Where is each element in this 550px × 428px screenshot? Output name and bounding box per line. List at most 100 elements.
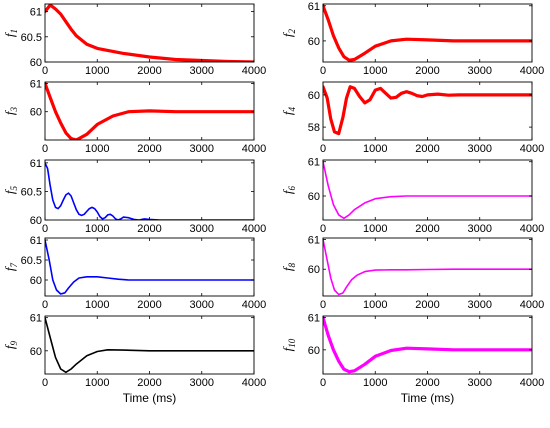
subplot-f5: 0 1000 2000 3000 4000 60 60.5 61 f5	[2, 158, 266, 235]
x-tick-label: 3000	[468, 377, 492, 389]
subplot-f3: 0 1000 2000 3000 4000 60 61 f3	[2, 78, 266, 155]
x-tick-label: 1000	[85, 377, 109, 389]
x-tick-label: 0	[42, 377, 48, 389]
x-tick-label: 3000	[190, 65, 214, 77]
x-tick-label: 2000	[137, 65, 161, 77]
x-tick-label: 1000	[85, 143, 109, 155]
y-tick-label: 61	[30, 235, 42, 247]
y-tick-label: 61	[30, 158, 42, 170]
series-line-f3	[45, 82, 254, 140]
x-tick-label: 4000	[242, 299, 266, 311]
x-tick-label: 1000	[363, 377, 387, 389]
x-tick-label: 0	[320, 377, 326, 389]
y-tick-label: 60	[308, 191, 320, 203]
axes-frame	[322, 3, 533, 63]
y-tick-label: 61	[30, 78, 42, 90]
x-tick-label: 3000	[468, 299, 492, 311]
series-line-f7	[45, 239, 254, 295]
x-tick-label: 3000	[190, 223, 214, 235]
x-tick-label: 0	[42, 143, 48, 155]
y-axis-label: f9	[2, 340, 19, 349]
y-tick-label: 58	[308, 122, 320, 134]
x-tick-label: 2000	[137, 299, 161, 311]
y-tick-label: 60	[30, 107, 42, 119]
x-tick-label: 4000	[520, 299, 544, 311]
x-tick-label: 1000	[85, 299, 109, 311]
x-tick-label: 3000	[190, 377, 214, 389]
y-tick-label: 61	[308, 157, 320, 169]
y-tick-label: 60	[308, 36, 320, 48]
x-tick-label: 0	[320, 65, 326, 77]
x-tick-label: 2000	[137, 377, 161, 389]
y-tick-label: 60	[308, 264, 320, 276]
x-tick-label: 4000	[242, 223, 266, 235]
x-tick-label: 2000	[137, 143, 161, 155]
y-axis-label: f5	[2, 185, 19, 194]
series-line-f5	[45, 162, 254, 220]
y-tick-label: 61	[308, 313, 320, 325]
x-tick-label: 4000	[520, 223, 544, 235]
x-tick-label: 3000	[190, 143, 214, 155]
axes-frame	[44, 3, 255, 63]
axes-frame	[44, 237, 255, 297]
x-tick-label: 0	[320, 299, 326, 311]
series-line-f10	[323, 316, 532, 374]
y-tick-label: 60.5	[21, 32, 42, 44]
y-tick-label: 61	[308, 234, 320, 246]
y-tick-label: 61	[308, 1, 320, 13]
subplot-f2: 0 1000 2000 3000 4000 60 61 f2	[280, 1, 544, 77]
x-tick-label: 3000	[190, 299, 214, 311]
x-axis-label: Time (ms)	[401, 391, 455, 405]
y-tick-label: 60	[308, 345, 320, 357]
y-axis-label: f3	[2, 106, 19, 115]
series-line-f4	[323, 85, 532, 136]
x-tick-label: 0	[42, 65, 48, 77]
y-axis-label: f2	[280, 28, 297, 37]
axes-frame	[44, 315, 255, 375]
y-tick-label: 60	[308, 90, 320, 102]
y-axis-label: f4	[280, 106, 297, 115]
x-tick-label: 4000	[242, 377, 266, 389]
y-axis-label: f10	[280, 338, 297, 351]
y-tick-label: 60.5	[21, 186, 42, 198]
axes-frame	[322, 237, 533, 297]
series-line-f6	[323, 160, 532, 220]
x-axis-label: Time (ms)	[123, 391, 177, 405]
y-tick-label: 60.5	[21, 255, 42, 267]
subplot-f9: 0 1000 2000 3000 4000 60 61 f9 Time (ms)	[2, 313, 266, 405]
x-tick-label: 1000	[363, 223, 387, 235]
x-tick-label: 3000	[468, 143, 492, 155]
x-tick-label: 0	[320, 143, 326, 155]
subplot-f7: 0 1000 2000 3000 4000 60 60.5 61 f7	[2, 235, 266, 311]
y-axis-label: f7	[2, 262, 19, 271]
y-tick-label: 60	[30, 215, 42, 227]
x-tick-label: 0	[320, 223, 326, 235]
series-line-f9	[45, 316, 254, 374]
y-axis-label: f6	[280, 185, 297, 194]
y-axis-label: f8	[280, 262, 297, 271]
y-axis-label: f1	[2, 29, 19, 37]
x-tick-label: 0	[42, 299, 48, 311]
x-tick-label: 4000	[242, 65, 266, 77]
series-line-f8	[323, 238, 532, 296]
x-tick-label: 0	[42, 223, 48, 235]
y-tick-label: 60	[30, 346, 42, 358]
series-line-f2	[323, 4, 532, 62]
x-tick-label: 2000	[415, 223, 439, 235]
y-tick-label: 61	[30, 313, 42, 325]
subplot-f8: 0 1000 2000 3000 4000 60 61 f8	[280, 234, 544, 311]
subplot-f4: 0 1000 2000 3000 4000 58 60 f4	[280, 81, 544, 155]
x-tick-label: 2000	[415, 299, 439, 311]
x-tick-label: 1000	[363, 65, 387, 77]
y-tick-label: 60	[30, 275, 42, 287]
y-tick-label: 61	[30, 7, 42, 19]
x-tick-label: 1000	[85, 223, 109, 235]
x-tick-label: 2000	[415, 377, 439, 389]
x-tick-label: 2000	[415, 143, 439, 155]
x-tick-label: 2000	[137, 223, 161, 235]
x-tick-label: 4000	[242, 143, 266, 155]
subplot-f6: 0 1000 2000 3000 4000 60 61 f6	[280, 157, 544, 235]
x-tick-label: 3000	[468, 223, 492, 235]
y-tick-label: 60	[30, 57, 42, 69]
